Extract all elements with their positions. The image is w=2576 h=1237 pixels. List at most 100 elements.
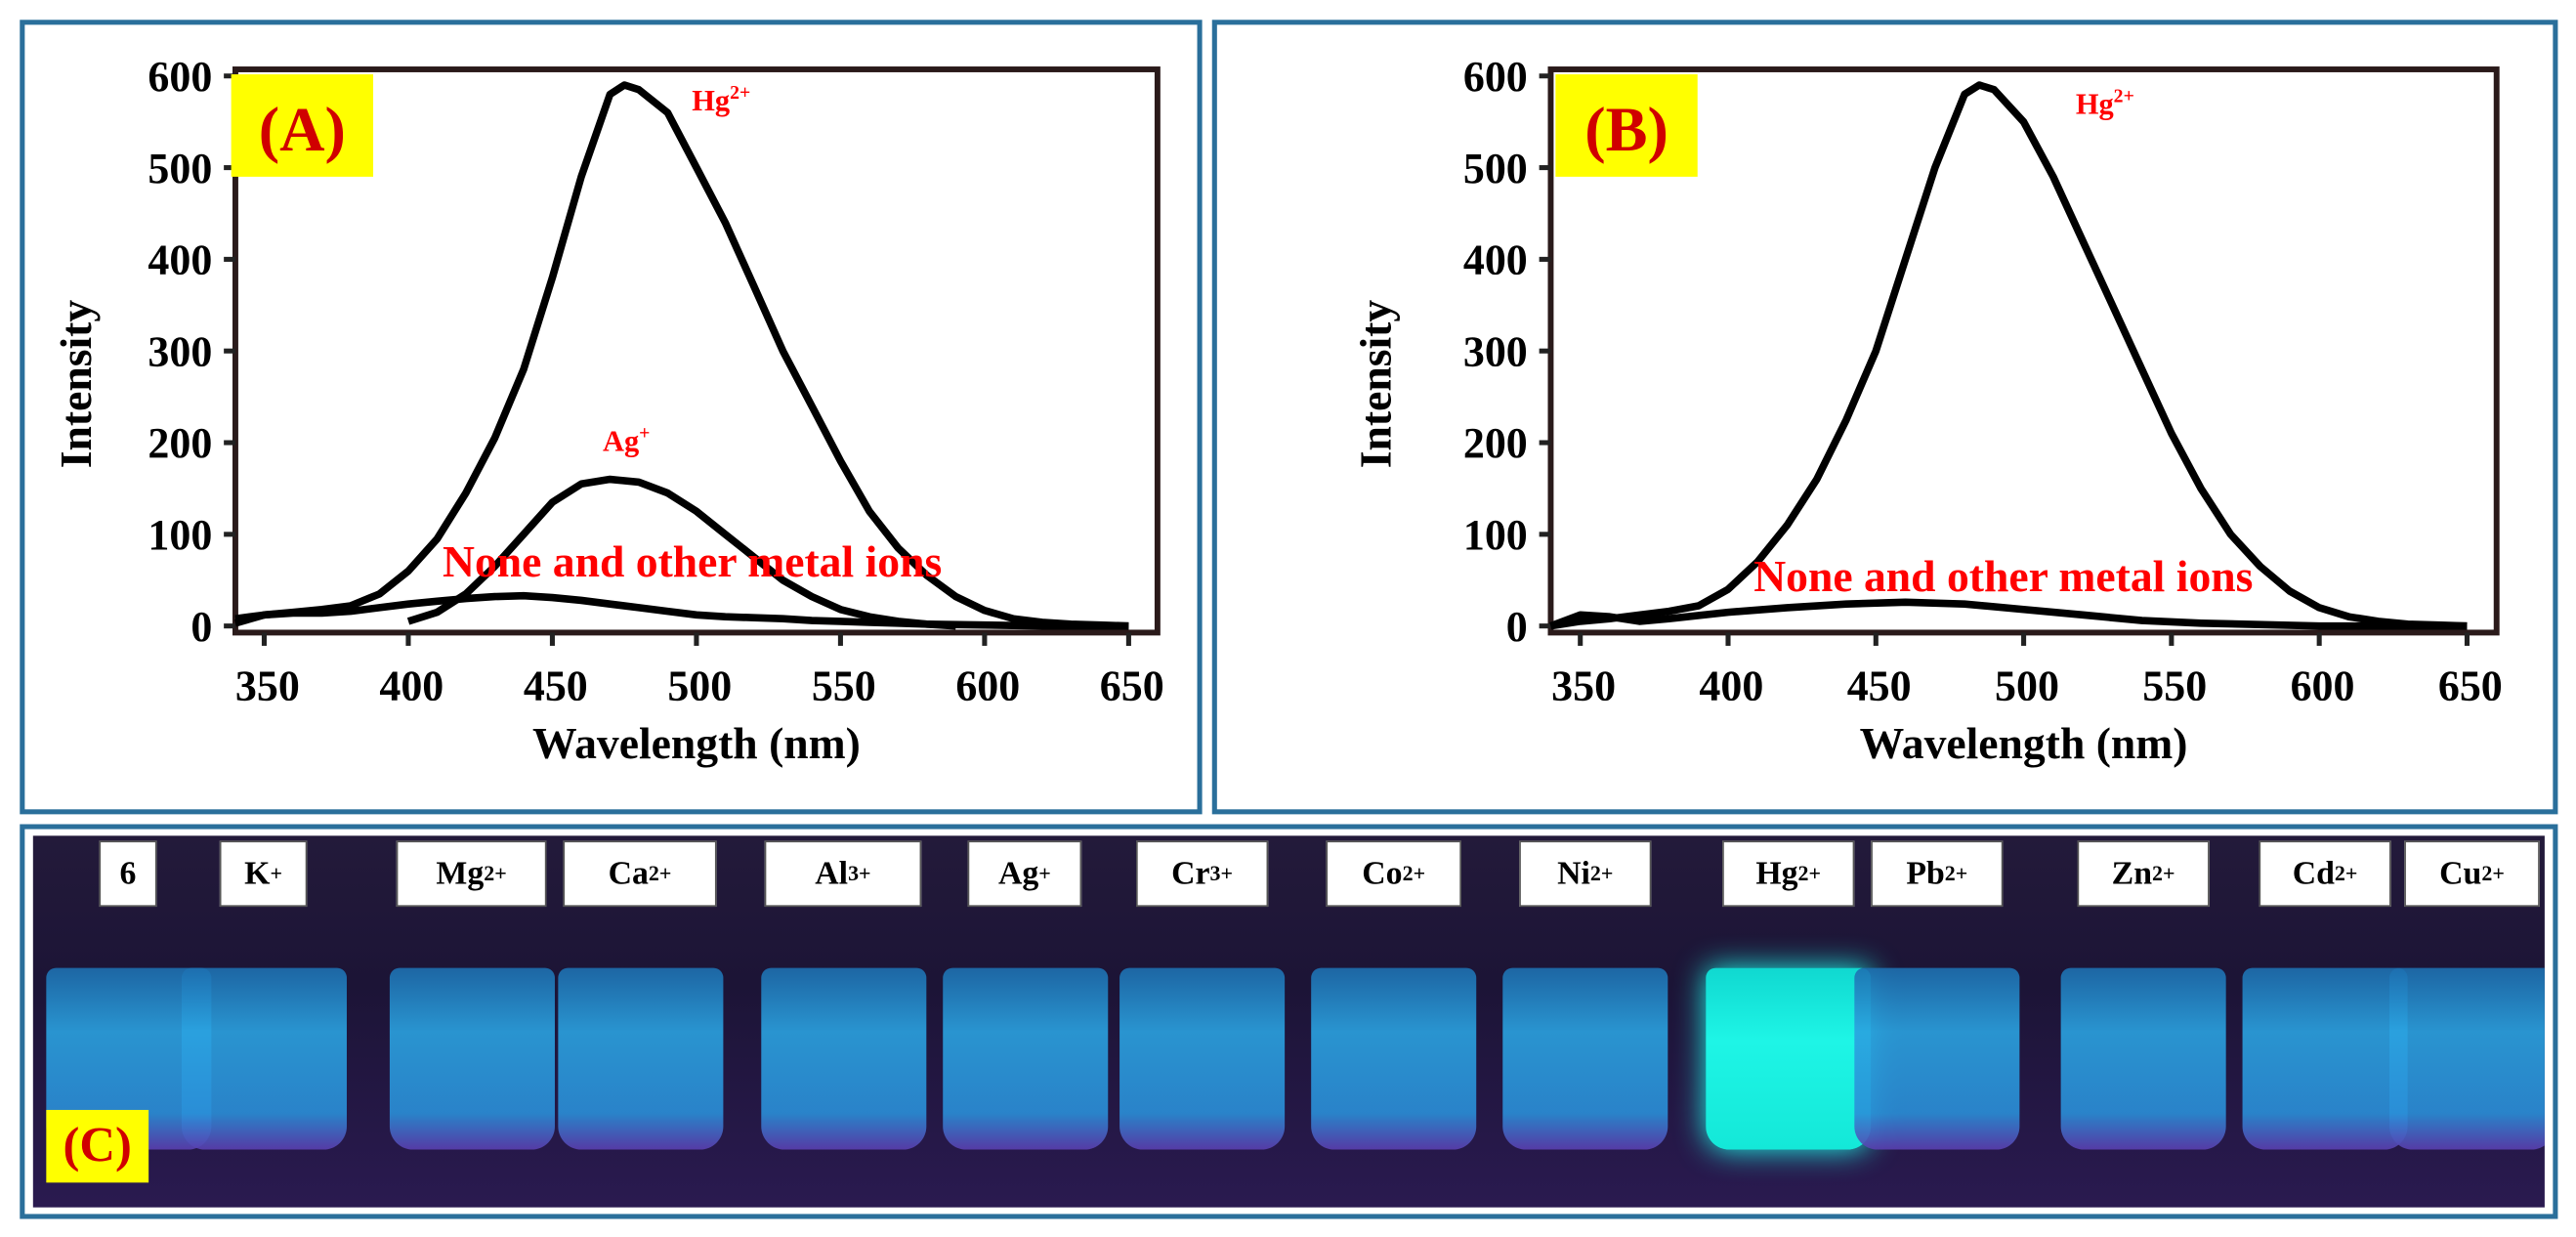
y-tick-label: 300 — [1463, 327, 1528, 375]
annotation-hg: Hg2+ — [692, 82, 750, 117]
vial-cu — [2389, 967, 2545, 1150]
ion-charge: + — [1038, 860, 1051, 886]
ion-symbol: Co — [1362, 854, 1403, 891]
x-tick-label: 550 — [812, 662, 876, 710]
annotation-ag: Ag+ — [603, 422, 650, 457]
series-line-1 — [406, 475, 956, 630]
ion-symbol: Mg — [436, 854, 485, 891]
ion-symbol: Cu — [2439, 854, 2482, 891]
vial-mg — [389, 967, 555, 1150]
vial-label: Ca 2+ — [563, 840, 717, 908]
panel-b: 0 100 200 300 400 500 600 350 400 450 500 550 600 650… — [1211, 20, 2558, 815]
panel-c: 6 K + Mg 2+ Ca 2+ Al 3+ Ag + Cr 3+ Co 2+ Ni 2+ Hg 2+ Pb 2+ Zn… — [20, 824, 2558, 1219]
y-tick-label: 0 — [190, 603, 212, 651]
vial-ni — [1502, 967, 1668, 1150]
vial-label: Pb 2+ — [1871, 840, 2004, 908]
x-tick-label: 400 — [379, 662, 443, 710]
ion-charge: 2+ — [1402, 860, 1426, 886]
vial-co — [1311, 967, 1477, 1150]
y-axis-label: Intensity — [51, 300, 101, 469]
y-tick-label: 100 — [148, 511, 212, 559]
ion-charge: 2+ — [1797, 860, 1822, 886]
x-tick-label: 650 — [1100, 662, 1164, 710]
panel-label: (A) — [259, 95, 346, 164]
ion-charge: 2+ — [484, 860, 507, 886]
y-tick-label: 500 — [148, 145, 212, 192]
y-tick-label: 200 — [148, 419, 212, 467]
ion-charge: 2+ — [1944, 860, 1968, 886]
vial-ag — [942, 967, 1108, 1150]
ion-symbol: 6 — [119, 854, 137, 891]
vial-k — [181, 967, 347, 1150]
y-tick-label: 0 — [1506, 603, 1528, 651]
y-tick-label: 200 — [1463, 419, 1528, 467]
ion-symbol: Ni — [1557, 854, 1590, 891]
panel-label-bg — [1555, 74, 1698, 177]
y-tick-label: 500 — [1463, 145, 1528, 192]
vial-cr — [1119, 967, 1286, 1150]
ion-symbol: Zn — [2111, 854, 2153, 891]
ion-symbol: Ca — [608, 854, 649, 891]
ion-charge: 2+ — [2334, 860, 2358, 886]
x-tick-label: 350 — [1551, 662, 1616, 710]
vial-pb — [1854, 967, 2020, 1150]
vial-label: Cd 2+ — [2259, 840, 2391, 908]
vial-label: Ag + — [967, 840, 1082, 908]
x-tick-label: 400 — [1699, 662, 1763, 710]
y-tick-label: 600 — [148, 53, 212, 101]
ion-charge: 3+ — [848, 860, 871, 886]
vial-label: Zn 2+ — [2077, 840, 2210, 908]
y-tick-label: 300 — [148, 327, 212, 375]
panel-label: (B) — [1584, 95, 1668, 164]
vial-label: Cu 2+ — [2404, 840, 2540, 908]
panel-label-bg — [231, 74, 374, 177]
x-tick-label: 600 — [2291, 662, 2355, 710]
ion-charge: 2+ — [2152, 860, 2175, 886]
vial-label: Mg 2+ — [396, 840, 547, 908]
vial-zn — [2060, 967, 2226, 1150]
y-tick-label: 400 — [148, 236, 212, 284]
x-tick-label: 500 — [667, 662, 732, 710]
vial-al — [760, 967, 926, 1150]
y-tick-label: 400 — [1463, 236, 1528, 284]
x-tick-label: 500 — [1995, 662, 2059, 710]
vial-ca — [557, 967, 723, 1150]
x-tick-label: 600 — [955, 662, 1020, 710]
series-line-1 — [1549, 598, 2468, 630]
vial-label: Ni 2+ — [1519, 840, 1652, 908]
y-tick-label: 600 — [1463, 53, 1528, 101]
ion-symbol: Cr — [1171, 854, 1210, 891]
ion-charge: 2+ — [648, 860, 672, 886]
x-tick-label: 550 — [2142, 662, 2207, 710]
ion-symbol: Al — [815, 854, 849, 891]
series-line-0 — [234, 81, 1129, 630]
panel-c-label: (C) — [46, 1109, 149, 1183]
chart-a: 0 100 200 300 400 500 600 350 400 450 500 550 600 650… — [51, 53, 1164, 768]
vial-label: Hg 2+ — [1722, 840, 1855, 908]
x-axis-label: Wavelength (nm) — [532, 718, 861, 768]
vials-photo: 6 K + Mg 2+ Ca 2+ Al 3+ Ag + Cr 3+ Co 2+ Ni 2+ Hg 2+ Pb 2+ Zn… — [32, 835, 2545, 1208]
x-tick-label: 350 — [235, 662, 300, 710]
vial-cd — [2242, 967, 2408, 1150]
x-tick-label: 450 — [1847, 662, 1912, 710]
ion-symbol: Pb — [1906, 854, 1945, 891]
series-line-0 — [1549, 81, 2468, 630]
x-tick-label: 450 — [524, 662, 588, 710]
ion-symbol: K — [244, 854, 271, 891]
ion-charge: 2+ — [2481, 860, 2505, 886]
x-axis-label: Wavelength (nm) — [1860, 718, 2188, 768]
vial-label: 6 — [99, 840, 157, 908]
vial-hg — [1706, 967, 1872, 1150]
annotation-none: None and other metal ions — [1753, 551, 2253, 601]
ion-symbol: Cd — [2292, 854, 2335, 891]
vial-label: Al 3+ — [764, 840, 922, 908]
ion-symbol: Hg — [1755, 854, 1798, 891]
ion-charge: 2+ — [1589, 860, 1614, 886]
annotation-none: None and other metal ions — [443, 536, 942, 586]
chart-b: 0 100 200 300 400 500 600 350 400 450 500 550 600 650… — [1350, 53, 2503, 768]
x-tick-label: 650 — [2438, 662, 2503, 710]
vial-label: Co 2+ — [1326, 840, 1462, 908]
annotation-hg: Hg2+ — [2076, 85, 2134, 120]
y-axis-label: Intensity — [1350, 300, 1400, 469]
